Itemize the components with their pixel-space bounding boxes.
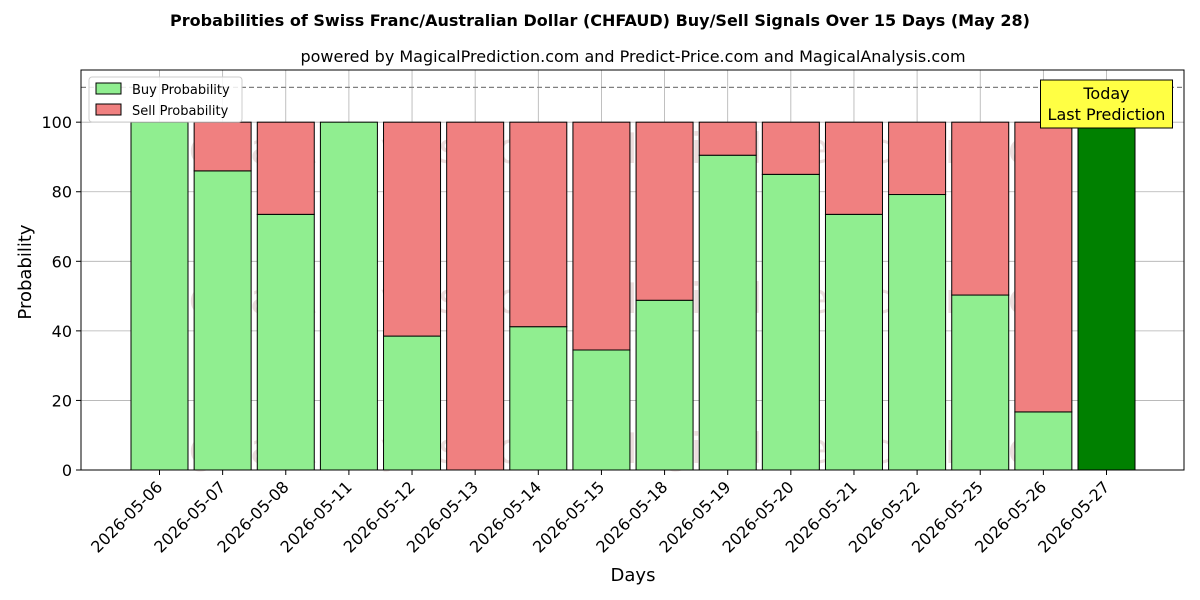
today-annotation-box bbox=[1040, 79, 1173, 129]
today-label: Today bbox=[1082, 84, 1129, 103]
bar-sell-2026-05-14 bbox=[509, 121, 568, 328]
last-prediction-label: Last Prediction bbox=[1048, 105, 1166, 124]
bar-sell-2026-05-08 bbox=[256, 121, 315, 215]
x-axis-label: Days bbox=[611, 565, 656, 586]
y-axis-label: Probability bbox=[15, 224, 36, 319]
bar-sell-2026-05-21 bbox=[824, 121, 883, 215]
bar-buy-2026-05-22 bbox=[888, 194, 947, 471]
legend-swatch-sell bbox=[95, 103, 122, 116]
bar-buy-2026-05-20 bbox=[761, 173, 820, 471]
y-tick-label: 80 bbox=[52, 183, 72, 202]
legend-label-sell: Sell Probability bbox=[132, 104, 229, 119]
bar-buy-2026-05-06 bbox=[130, 121, 189, 471]
bar-buy-2026-05-19 bbox=[698, 154, 757, 471]
y-tick-label: 20 bbox=[52, 391, 72, 410]
bar-sell-2026-05-26 bbox=[1014, 121, 1073, 413]
legend-frame bbox=[88, 76, 243, 123]
bar-sell-2026-05-15 bbox=[572, 121, 631, 351]
y-tick-label: 100 bbox=[41, 113, 72, 132]
y-tick-label: 0 bbox=[62, 461, 72, 480]
y-tick-label: 40 bbox=[52, 322, 72, 341]
bar-buy-2026-05-08 bbox=[256, 213, 315, 471]
chart-title: Probabilities of Swiss Franc/Australian … bbox=[170, 11, 1030, 30]
legend-label-buy: Buy Probability bbox=[132, 83, 230, 98]
legend: Buy Probability Sell Probability bbox=[88, 76, 243, 123]
bar-buy-2026-05-12 bbox=[383, 335, 442, 471]
bar-buy-2026-05-18 bbox=[635, 299, 694, 471]
bar-buy-2026-05-15 bbox=[572, 349, 631, 471]
chart-subtitle: powered by MagicalPrediction.com and Pre… bbox=[300, 47, 965, 66]
plot-frame bbox=[80, 69, 1185, 471]
bar-buy-2026-05-25 bbox=[951, 294, 1010, 471]
bar-buy-2026-05-11 bbox=[319, 121, 378, 471]
bar-sell-2026-05-22 bbox=[888, 121, 947, 196]
bar-sell-2026-05-20 bbox=[761, 121, 820, 175]
bar-sell-2026-05-07 bbox=[193, 121, 252, 172]
bars bbox=[130, 121, 1136, 471]
bar-sell-2026-05-25 bbox=[951, 121, 1010, 296]
bar-buy-2026-05-21 bbox=[824, 213, 883, 471]
bar-buy-2026-05-14 bbox=[509, 326, 568, 471]
legend-swatch-buy bbox=[95, 82, 122, 95]
bar-buy-2026-05-26 bbox=[1014, 411, 1073, 471]
bar-sell-2026-05-19 bbox=[698, 121, 757, 156]
today-annotation: Today Last Prediction bbox=[1040, 79, 1173, 129]
bar-buy-2026-05-27 bbox=[1077, 121, 1136, 471]
bar-sell-2026-05-13 bbox=[446, 121, 505, 471]
y-tick-label: 60 bbox=[52, 252, 72, 271]
bar-sell-2026-05-12 bbox=[383, 121, 442, 337]
y-ticks: 0 20 40 60 80 100 bbox=[41, 113, 81, 480]
bar-buy-2026-05-07 bbox=[193, 170, 252, 471]
bar-sell-2026-05-18 bbox=[635, 121, 694, 301]
